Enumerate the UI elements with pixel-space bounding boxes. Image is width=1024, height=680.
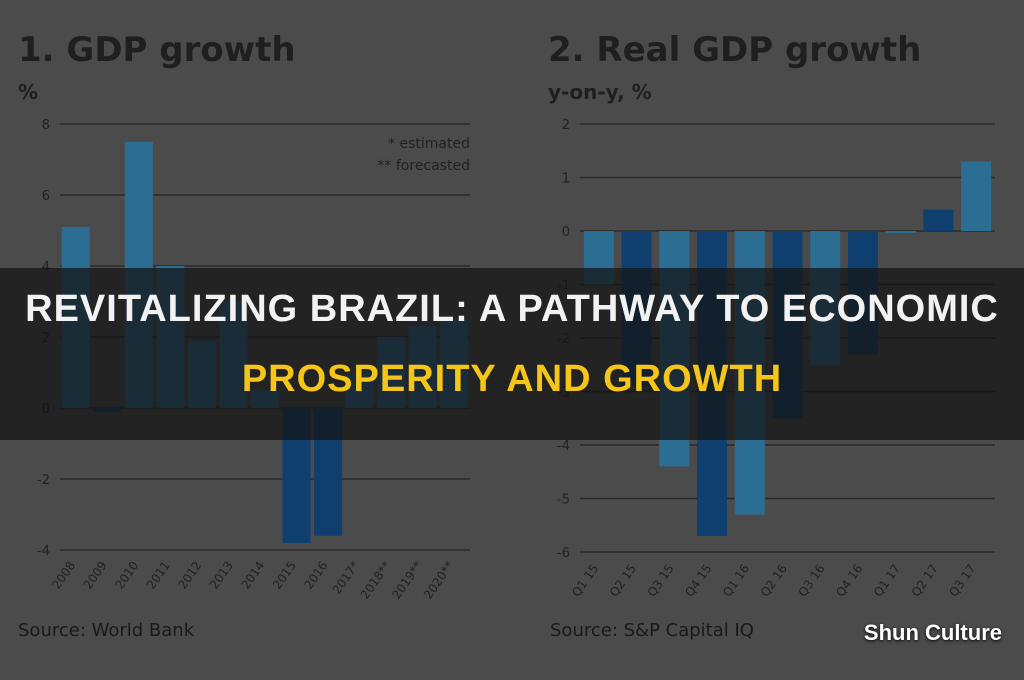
chart2-category-label: Q2 16 — [758, 562, 790, 600]
chart1-category-label: 2020** — [421, 559, 457, 602]
chart2-bar — [885, 231, 916, 233]
chart2-ytick-label: 0 — [562, 225, 570, 240]
chart2-category-label: Q3 16 — [795, 562, 827, 600]
chart1-category-label: 2014 — [238, 559, 267, 592]
chart1-ytick-label: 6 — [42, 189, 50, 204]
chart1-category-label: 2013 — [207, 559, 236, 592]
chart1-legend-note: * estimated — [388, 136, 470, 152]
chart2-category-label: Q1 15 — [569, 562, 601, 600]
chart2-bar — [961, 161, 992, 231]
chart1-category-label: 2008 — [49, 559, 78, 592]
chart2-unit: y-on-y, % — [548, 80, 652, 104]
banner-title-line1: REVITALIZING BRAZIL: A PATHWAY TO ECONOM… — [25, 288, 999, 330]
chart1-category-label: 2009 — [81, 559, 110, 592]
chart1-category-label: 2019** — [389, 559, 425, 602]
chart2-category-label: Q2 15 — [607, 562, 639, 600]
chart1-ytick-label: -4 — [37, 544, 50, 559]
chart2-category-label: Q2 17 — [909, 562, 941, 600]
chart2-ytick-label: 2 — [562, 118, 570, 133]
chart1-category-label: 2010 — [112, 559, 141, 592]
chart1-unit: % — [18, 80, 39, 104]
chart1-category-label: 2015 — [270, 559, 299, 592]
chart1-category-label: 2011 — [144, 559, 173, 592]
chart1-ytick-label: -2 — [37, 473, 50, 488]
chart1-category-label: 2018** — [358, 559, 394, 602]
banner-title-line2: PROSPERITY AND GROWTH — [241, 358, 783, 400]
chart1-category-label: 2017* — [330, 559, 362, 597]
chart2-ytick-label: -6 — [557, 546, 570, 561]
chart2-ytick-label: -5 — [557, 493, 570, 508]
chart2-bar — [923, 209, 954, 231]
chart1-title: 1. GDP growth — [18, 30, 296, 70]
title-overlay — [0, 268, 1024, 440]
chart2-source: Source: S&P Capital IQ — [550, 620, 754, 641]
chart2-category-label: Q1 16 — [720, 562, 752, 600]
chart2-category-label: Q4 16 — [833, 562, 865, 600]
chart1-ytick-label: 8 — [42, 118, 50, 133]
chart1-ytick-label: 4 — [42, 260, 50, 275]
chart1-category-label: 2016 — [302, 559, 331, 592]
chart1-category-label: 2012 — [175, 559, 204, 592]
chart2-title: 2. Real GDP growth — [548, 30, 922, 70]
chart2-category-label: Q1 17 — [871, 562, 903, 600]
chart2-ytick-label: -4 — [557, 439, 570, 454]
brand-watermark: Shun Culture — [863, 620, 1002, 645]
chart1-source: Source: World Bank — [18, 620, 195, 641]
chart1-legend-note: ** forecasted — [377, 158, 470, 174]
chart2-category-label: Q3 15 — [645, 562, 677, 600]
chart2-category-label: Q4 15 — [682, 562, 714, 600]
chart2-ytick-label: 1 — [562, 172, 570, 187]
chart2-category-label: Q3 17 — [946, 562, 978, 600]
